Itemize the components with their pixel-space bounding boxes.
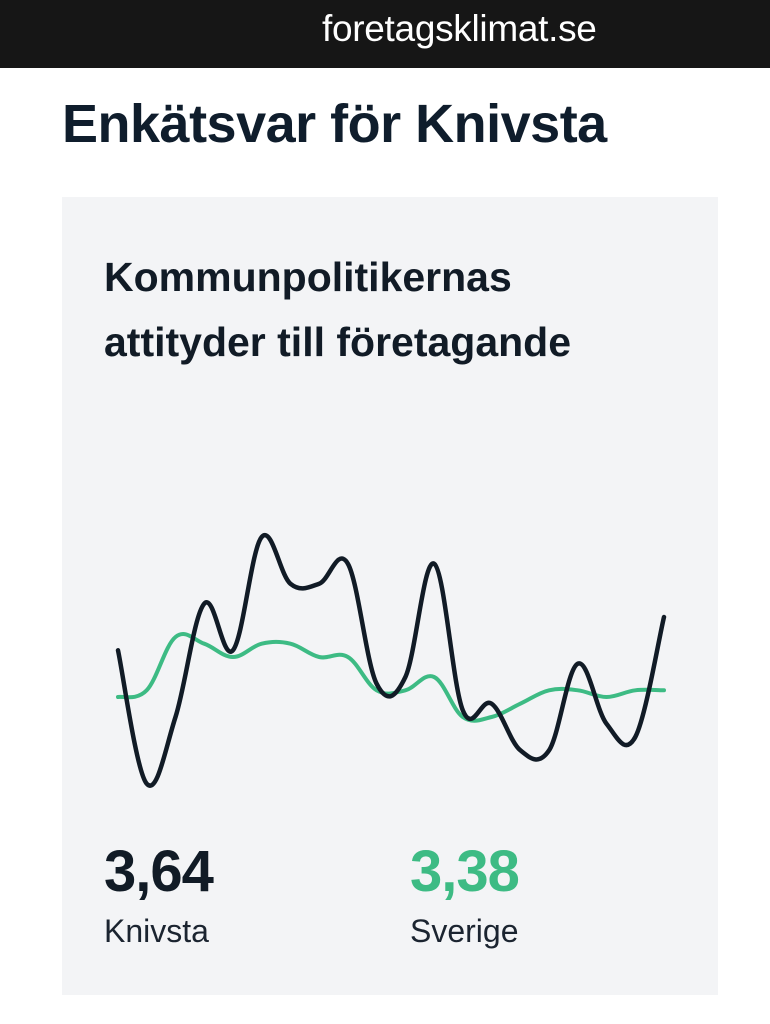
- stat-knivsta-label: Knivsta: [104, 913, 209, 949]
- stat-sverige-label: Sverige: [410, 913, 519, 949]
- indicator-card: Kommunpolitikernas attityder till företa…: [62, 197, 718, 995]
- stat-knivsta: 3,64 Knivsta: [104, 837, 214, 951]
- line-chart: [115, 532, 667, 788]
- card-title: Kommunpolitikernas attityder till företa…: [104, 254, 572, 365]
- url-text[interactable]: foretagsklimat.se: [322, 8, 597, 49]
- series-line-knivsta: [115, 532, 667, 788]
- page-title: Enkätsvar för Knivsta: [62, 94, 607, 154]
- series-line-sverige: [116, 632, 666, 723]
- stat-knivsta-value: 3,64: [104, 839, 214, 904]
- stat-sverige: 3,38 Sverige: [410, 837, 520, 951]
- stat-sverige-value: 3,38: [410, 839, 520, 904]
- browser-url-bar[interactable]: foretagsklimat.se: [0, 0, 770, 68]
